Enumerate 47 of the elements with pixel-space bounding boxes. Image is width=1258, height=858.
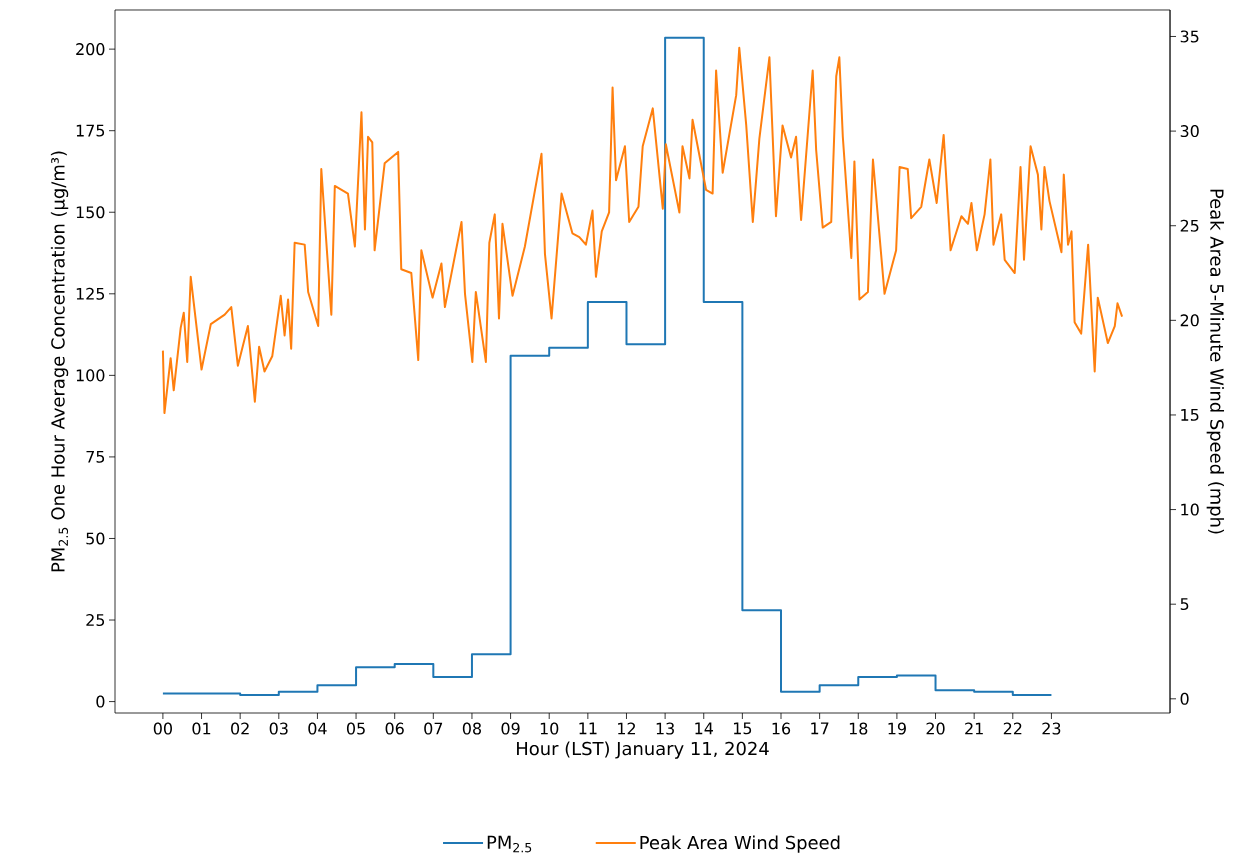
line-series xyxy=(161,46,1124,415)
legend-label: Peak Area Wind Speed xyxy=(640,835,840,853)
y2-tick-label: 10 xyxy=(1181,503,1199,516)
x-tick-label: 04 xyxy=(308,722,327,735)
x-tick-label: 16 xyxy=(772,722,791,735)
x-axis-title: Hour (LST) January 11, 2024 xyxy=(517,741,769,759)
y2-axis-title: Peak Area 5-Minute Wind Speed (mph) xyxy=(1206,189,1225,534)
y-axis-title: PM$_{2.5}$ One Hour Average Concentration (µg/m³) xyxy=(50,151,69,572)
x-tick-label: 08 xyxy=(462,722,481,735)
y2-tick-label: 35 xyxy=(1180,30,1199,43)
y2-tick-label: 25 xyxy=(1180,219,1199,232)
x-tick-label: 11 xyxy=(579,722,597,735)
y2-tick-label: 5 xyxy=(1180,598,1189,611)
y2-tick-label: 15 xyxy=(1181,409,1199,421)
x-tick-label: 18 xyxy=(849,722,868,735)
x-tick-label: 23 xyxy=(1042,722,1061,735)
y-tick-label: 75 xyxy=(86,450,105,463)
y2-tick-label: 0 xyxy=(1180,692,1189,705)
x-tick-label: 06 xyxy=(385,722,404,735)
x-tick-label: 12 xyxy=(618,722,636,735)
y-tick-label: 200 xyxy=(76,43,105,56)
x-tick-label: 15 xyxy=(733,722,752,735)
y-tick-label: 100 xyxy=(76,369,105,382)
y-tick-label: 175 xyxy=(76,124,105,137)
x-tick-label: 17 xyxy=(811,722,829,735)
x-tick-label: 01 xyxy=(192,722,211,735)
x-tick-label: 03 xyxy=(269,722,288,735)
y-tick-label: 50 xyxy=(86,532,105,545)
legend-label: PM$_{2.5}$ xyxy=(487,835,532,853)
x-tick-label: 07 xyxy=(424,722,443,735)
x-tick-label: 20 xyxy=(926,722,945,735)
y-tick-label: 150 xyxy=(76,206,105,219)
x-tick-label: 09 xyxy=(501,722,520,735)
x-tick-label: 02 xyxy=(231,722,249,735)
y2-tick-label: 20 xyxy=(1180,314,1199,327)
y-tick-label: 125 xyxy=(76,287,105,300)
y-tick-label: 0 xyxy=(96,695,105,708)
x-tick-label: 00 xyxy=(153,722,172,735)
y2-tick-label: 30 xyxy=(1180,125,1199,138)
y-tick-label: 25 xyxy=(86,614,105,627)
x-tick-label: 14 xyxy=(695,722,713,735)
x-tick-label: 13 xyxy=(656,722,674,735)
x-tick-label: 22 xyxy=(1003,722,1022,735)
x-tick-label: 05 xyxy=(346,722,365,735)
x-tick-label: 21 xyxy=(965,722,983,735)
x-tick-label: 19 xyxy=(888,722,906,735)
x-tick-label: 10 xyxy=(540,722,559,735)
